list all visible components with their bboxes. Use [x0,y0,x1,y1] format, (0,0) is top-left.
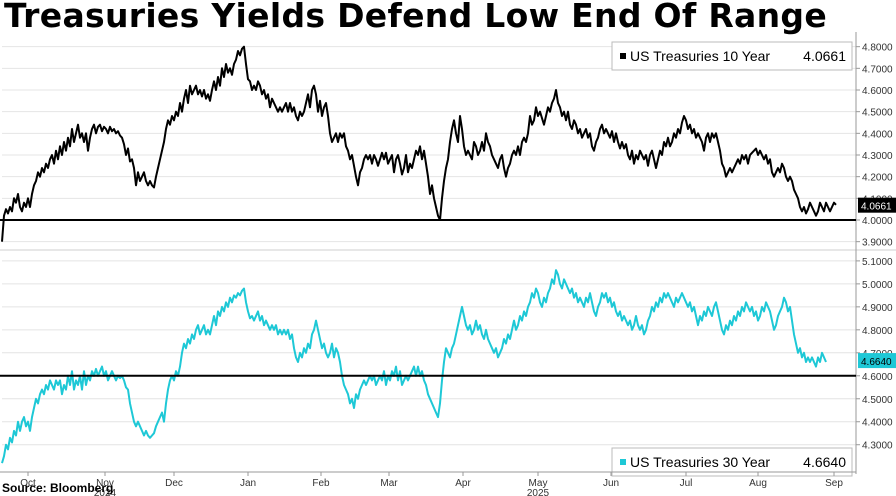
x-tick-label: Apr [455,478,471,489]
y-tick-label: 4.8000 [862,43,893,54]
y-tick-label: 4.6000 [862,86,893,97]
legend-series-name: US Treasuries 30 Year [630,454,770,470]
x-tick-label: Jul [680,478,693,489]
x-tick-label: Sep [825,478,843,489]
last-value-tag [858,353,896,369]
panel-30-year: 5.10005.00004.90004.80004.70004.60004.50… [0,248,896,477]
x-tick-label: Oct [20,478,36,489]
panel-10-year: 4.8000 4.7000 4.6000 4.5000 4.4000 4.3000 4.20… [0,32,896,250]
last-value-label: 4.6640 [861,357,892,368]
last-value-tag [858,197,896,213]
source-note: Source: Bloomberg [2,481,114,495]
y-tick-label: 4.8000 [862,326,893,337]
series-line [1,45,837,242]
legend-value: 4.0661 [803,48,846,64]
last-value-label: 4.0661 [861,202,892,213]
x-tick-label: Aug [749,478,767,489]
y-tick-label: 4.9000 [862,303,893,314]
y-tick-label: 4.6000 [862,372,893,383]
y-tick-label: 4.3000 [862,151,893,162]
y-tick-label: 4.3000 [862,441,893,452]
x-tick-label: Dec [165,478,183,489]
y-tick-label: 5.1000 [862,257,893,268]
legend-swatch [620,53,626,59]
legend-box [611,41,853,71]
x-tick-label: Feb [312,478,330,489]
y-tick-label: 4.2000 [862,173,893,184]
x-tick-label: Nov [96,478,114,489]
y-tick-label: 4.5000 [862,108,893,119]
x-tick-label: May [529,478,548,489]
x-tick-label: Jun [603,478,619,489]
x-tick-year-label: 2025 [527,488,550,496]
x-tick-label: Mar [380,478,398,489]
y-tick-label: 5.0000 [862,280,893,291]
y-tick-label: 4.5000 [862,395,893,406]
legend-series-name: US Treasuries 10 Year [630,48,770,64]
chart-title: Treasuries Yields Defend Low End Of Rang… [4,0,828,35]
x-tick-label: Jan [240,478,256,489]
y-tick-label: 4.4000 [862,418,893,429]
x-tick-year-label: 2024 [94,488,117,496]
y-tick-label: 4.7000 [862,64,893,75]
legend-swatch [620,459,626,465]
y-tick-label: 4.4000 [862,129,893,140]
legend-box [611,447,853,477]
series-line [1,269,827,464]
legend-value: 4.6640 [803,454,846,470]
y-tick-label: 3.9000 [862,238,893,249]
y-tick-label: 4.0000 [862,216,893,227]
